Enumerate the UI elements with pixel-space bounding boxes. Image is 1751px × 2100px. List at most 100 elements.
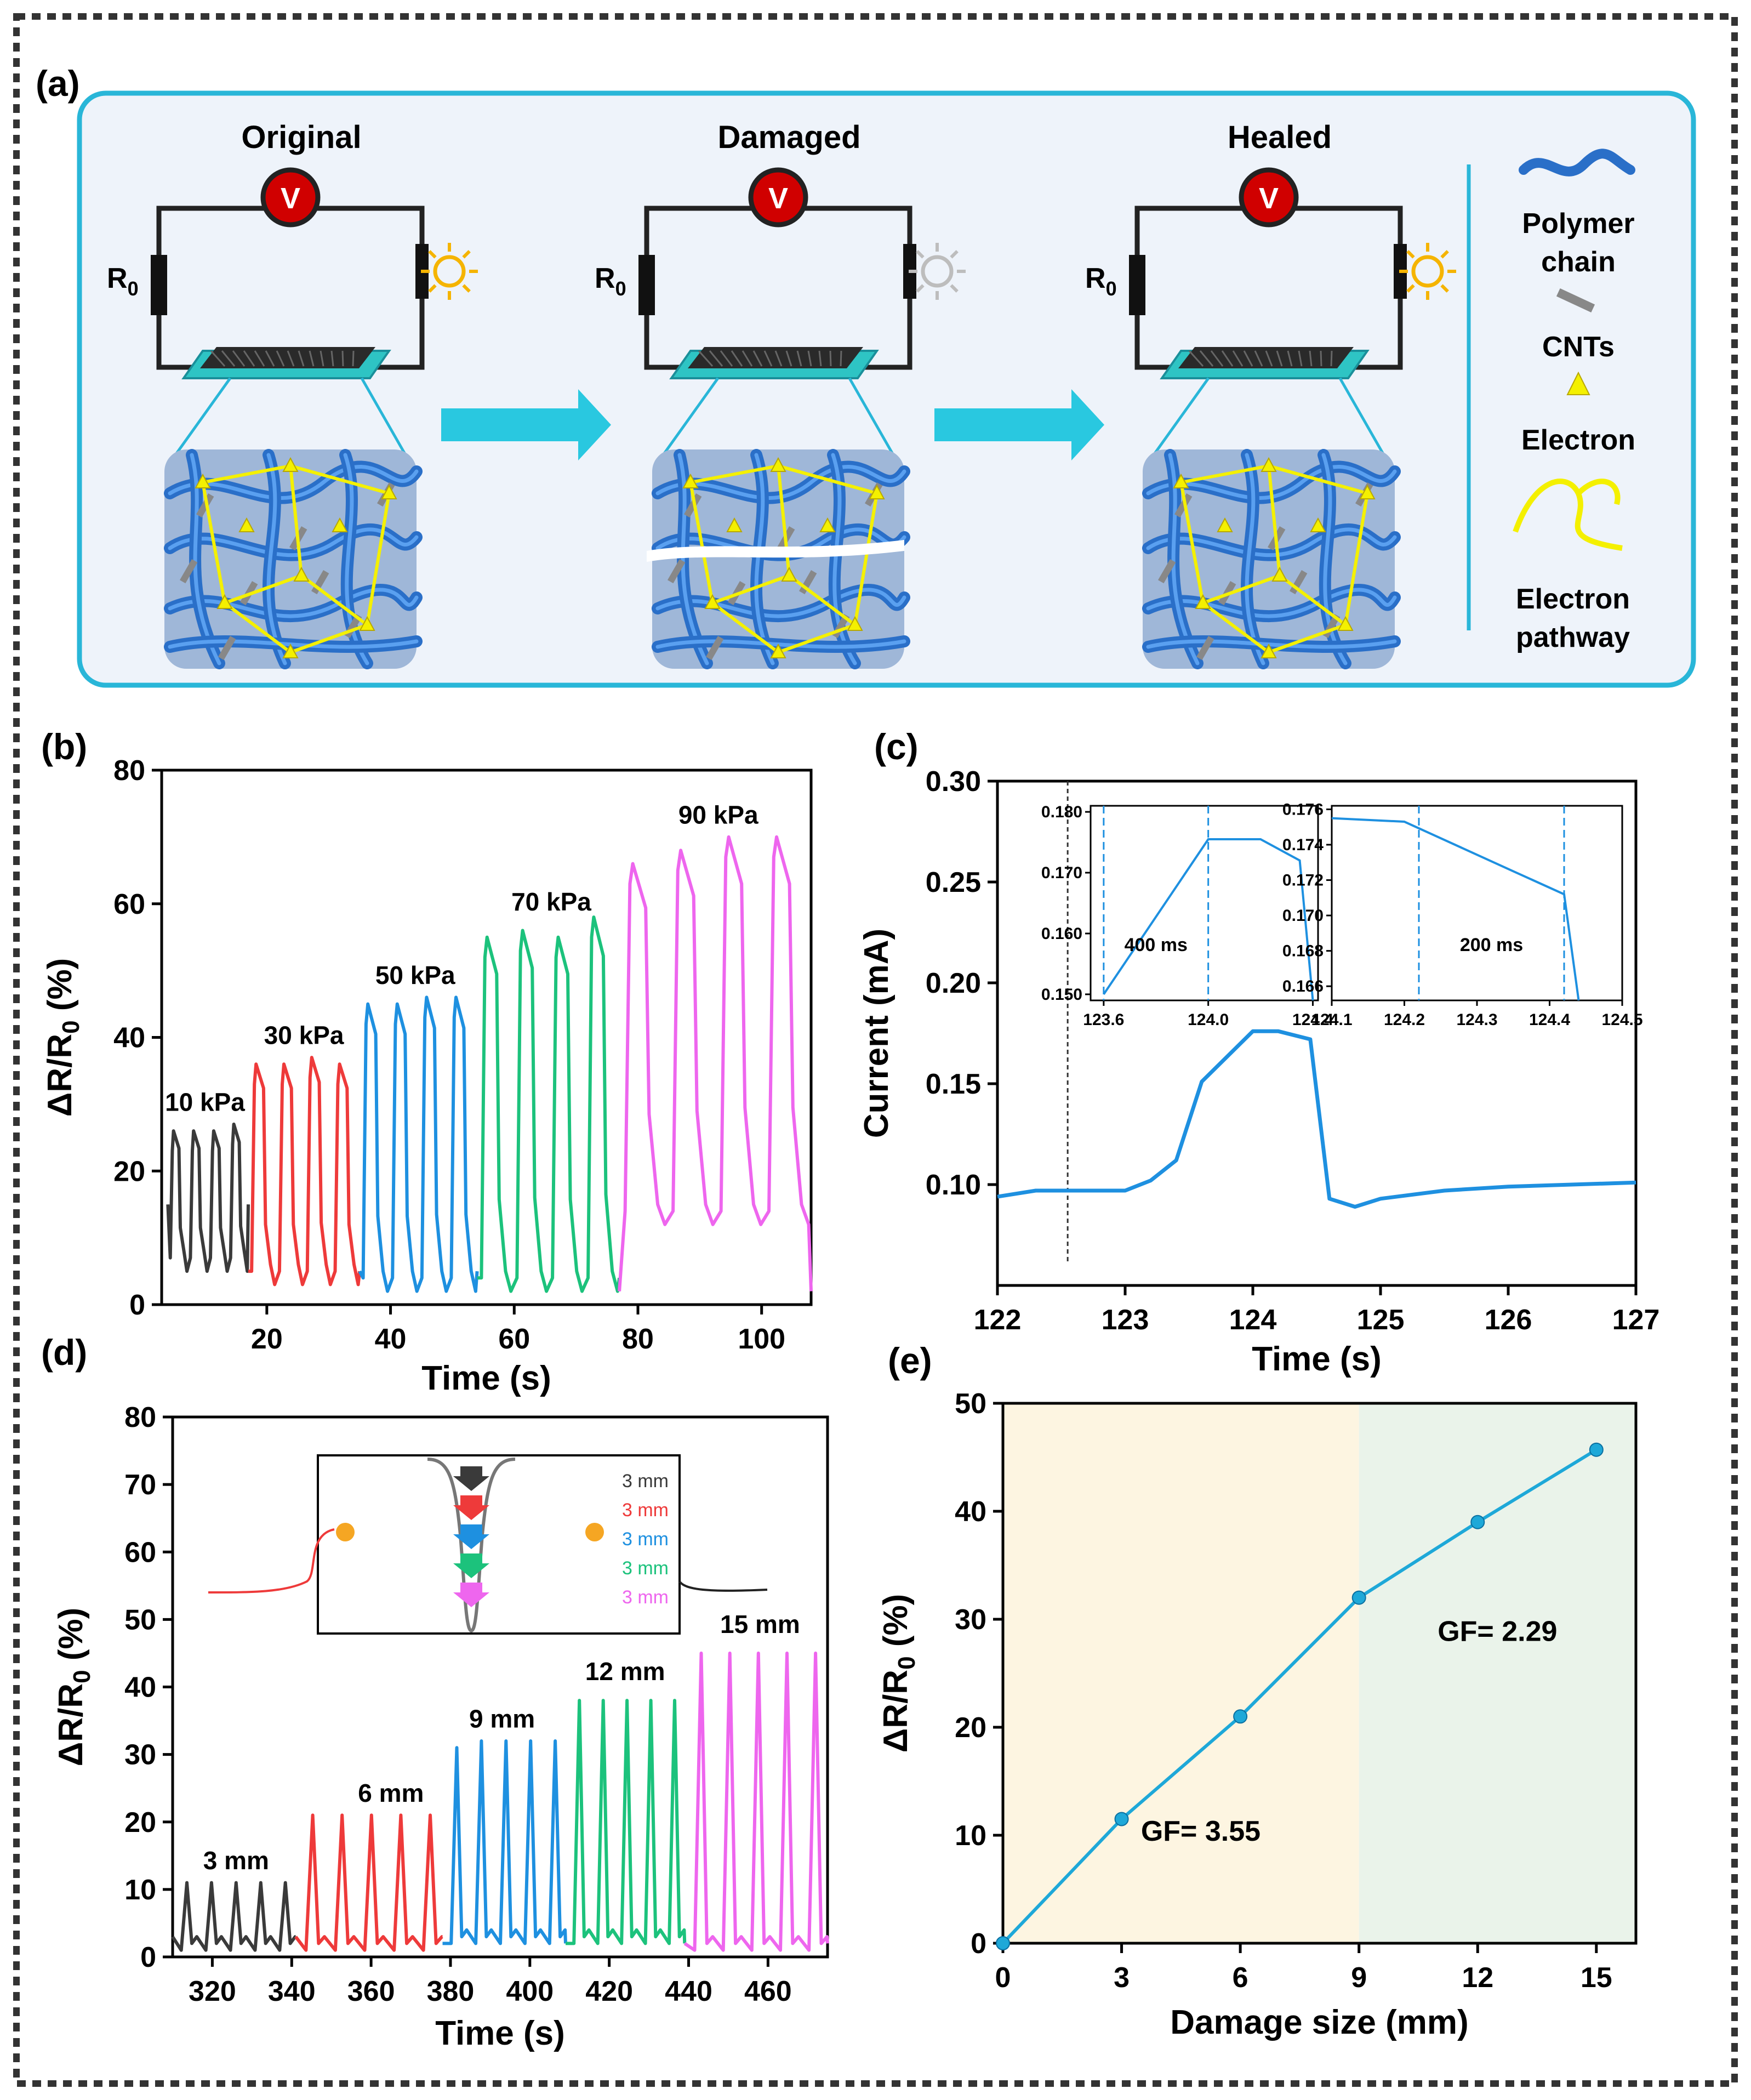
x-tick-label: 420: [585, 1976, 633, 2007]
y-axis-label: ΔR/R0 (%): [877, 1594, 920, 1752]
cnt-fiber: [706, 635, 724, 661]
inset-y-tick-label: 0.176: [1282, 800, 1324, 818]
data-point: [1351, 1590, 1366, 1605]
y-tick-label: 0.30: [926, 766, 981, 798]
inset-red-trace: [208, 1528, 335, 1594]
cnt-strand: [731, 350, 743, 367]
polymer-fiber-highlight: [655, 639, 906, 649]
y-label-part: (%): [52, 1608, 90, 1670]
y-tick-label: 0: [971, 1928, 986, 1960]
inset-x-tick-label: 124.5: [1601, 1011, 1642, 1029]
x-tick-label: 380: [427, 1976, 475, 2007]
press-arrow-icon: [453, 1466, 489, 1491]
cnt-fiber: [218, 635, 236, 661]
press-arrow-icon: [453, 1553, 489, 1578]
cnt-strand: [709, 350, 723, 367]
series-annotation: 10 kPa: [165, 1088, 245, 1117]
y-tick-label: 10: [955, 1820, 986, 1852]
bulb-icon: [433, 255, 466, 288]
inset-frame: [1331, 805, 1623, 1001]
cnt-strand: [1287, 350, 1293, 367]
series-annotation: 3 mm: [203, 1846, 269, 1875]
resistor-subscript: 0: [128, 277, 139, 300]
electron-marker: [238, 517, 255, 532]
electron-marker: [282, 457, 299, 472]
x-tick-label: 15: [1581, 1962, 1612, 1994]
y-tick-label: 0.15: [926, 1068, 981, 1100]
legend-label: chain: [1541, 246, 1616, 278]
y-label-subscript: 0: [69, 1670, 95, 1683]
inset-x-tick-label: 124.4: [1292, 1011, 1333, 1029]
cnt-strand: [243, 350, 255, 367]
state-title: Damaged: [717, 119, 860, 155]
inset-y-tick-label: 0.150: [1041, 986, 1082, 1004]
electron-marker: [359, 616, 375, 631]
y-tick-label: 0: [129, 1289, 145, 1321]
electron-marker: [1195, 594, 1211, 609]
cnt-fiber: [180, 559, 198, 584]
y-label-subscript: 0: [893, 1656, 920, 1669]
electron-marker: [770, 643, 786, 658]
electron-marker: [1359, 484, 1376, 499]
electron-marker: [381, 484, 397, 499]
bulb-icon: [921, 255, 954, 288]
electron-marker: [682, 473, 699, 488]
cnt-strand: [1243, 350, 1253, 367]
cnt-strand: [742, 350, 753, 367]
polymer-chain-icon: [1519, 149, 1635, 177]
inset-y-tick-label: 0.170: [1041, 864, 1082, 882]
polymer-fiber-highlight: [266, 453, 287, 665]
current-line: [997, 1029, 1636, 1209]
y-tick-label: 60: [124, 1536, 156, 1568]
inset-x-tick-label: 123.6: [1083, 1011, 1124, 1029]
inset-probe-right: [585, 1523, 604, 1541]
bulb-ray: [1440, 284, 1449, 293]
x-tick-label: 460: [744, 1976, 792, 2007]
voltmeter-icon: [1239, 167, 1299, 227]
cnt-strand: [796, 350, 802, 367]
cnt-strand: [720, 350, 733, 367]
x-axis-label: Time (s): [435, 2014, 565, 2052]
cnt-strand: [774, 350, 783, 367]
zoom-line: [848, 377, 895, 456]
bulb-ray: [1406, 284, 1415, 293]
press-arrow-icon: [453, 1583, 489, 1607]
y-label-part: (%): [41, 958, 79, 1021]
x-tick-label: 440: [665, 1976, 712, 2007]
inset-y-tick-label: 0.160: [1041, 925, 1082, 943]
chart-e: 0 3 6 9 12 15 0 10 20 30 40 50 GF= 3.55 GF= 2.29 Damag…: [877, 1388, 1638, 2041]
inset-schematic: 3 mm 3 mm 3 mm 3 mm 3 mm: [208, 1454, 768, 1635]
cnt-network: [688, 347, 863, 368]
x-tick-label: 20: [251, 1323, 283, 1355]
electron-marker: [1261, 643, 1277, 658]
y-axis-label: ΔR/R0 (%): [52, 1608, 95, 1766]
y-tick-label: 50: [124, 1604, 156, 1636]
voltmeter-label: V: [1259, 182, 1279, 215]
cnt-strand: [232, 350, 246, 367]
resistor-icon: [1129, 255, 1145, 315]
state-original: Original V R0: [107, 119, 478, 669]
press-arrow-icon: [453, 1495, 489, 1520]
cnt-strand: [1276, 350, 1283, 367]
inset-depth-label: 3 mm: [622, 1500, 669, 1521]
state-title: Original: [241, 119, 361, 155]
outer-dashed-border: [13, 13, 1738, 2087]
x-tick-label: 122: [974, 1304, 1022, 1336]
zoom-line: [1338, 377, 1385, 456]
inset-x-tick-label: 124.2: [1384, 1011, 1425, 1029]
cnt-fiber: [668, 559, 686, 584]
inset-y-tick-label: 0.174: [1282, 836, 1324, 854]
y-tick-label: 40: [955, 1496, 986, 1528]
inset-frame: [317, 1454, 681, 1635]
y-tick-label: 50: [955, 1388, 986, 1420]
polymer-fiber-highlight: [1146, 527, 1397, 557]
series-annotation: 50 kPa: [375, 961, 455, 989]
cnt-strand: [309, 350, 315, 367]
inset-depth-label: 3 mm: [622, 1529, 669, 1550]
cnt-strand: [807, 350, 812, 367]
bulb-ray: [916, 284, 925, 293]
electron-marker: [216, 594, 233, 609]
legend-label: pathway: [1516, 622, 1630, 653]
